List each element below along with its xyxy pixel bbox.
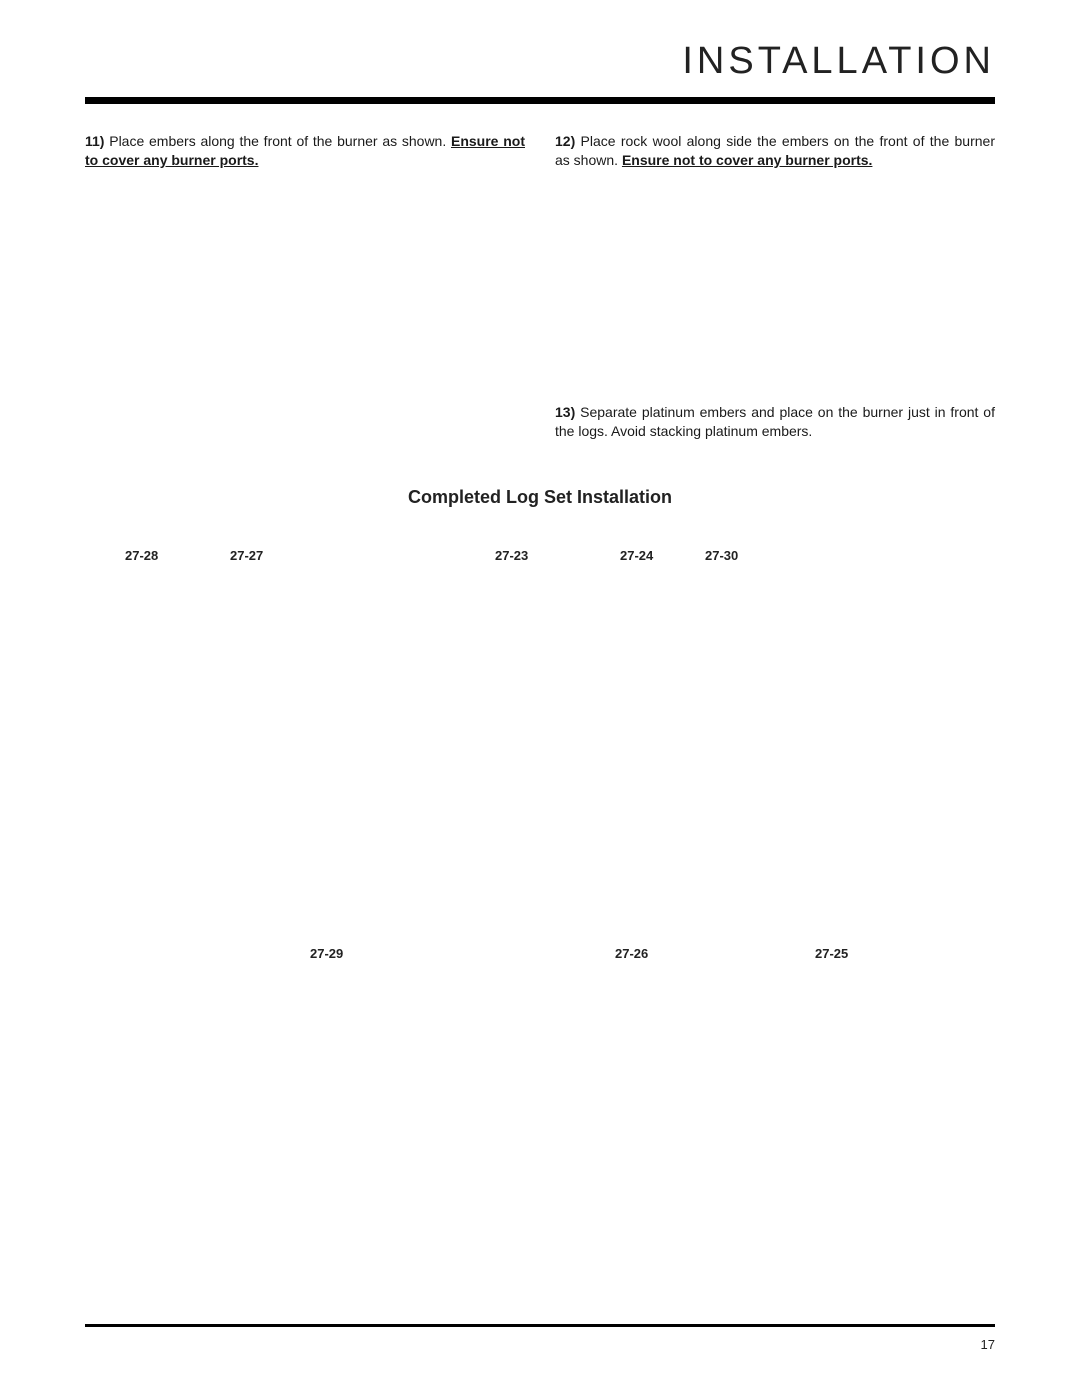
label-27-23: 27-23 xyxy=(495,548,528,563)
label-27-27: 27-27 xyxy=(230,548,263,563)
page-container: INSTALLATION 11) Place embers along the … xyxy=(0,0,1080,1397)
diagram-top-labels: 27-28 27-27 27-23 27-24 27-30 xyxy=(85,548,995,568)
step-12-number: 12) xyxy=(555,133,575,149)
left-column: 11) Place embers along the front of the … xyxy=(85,132,525,459)
label-27-29: 27-29 xyxy=(310,946,343,961)
step-11: 11) Place embers along the front of the … xyxy=(85,132,525,170)
step-13: 13) Separate platinum embers and place o… xyxy=(555,403,995,441)
header-rule xyxy=(85,97,995,104)
label-27-25: 27-25 xyxy=(815,946,848,961)
step-11-number: 11) xyxy=(85,133,104,149)
right-column: 12) Place rock wool along side the ember… xyxy=(555,132,995,459)
step-12-warning: Ensure not to cover any burner ports. xyxy=(622,152,873,168)
label-27-28: 27-28 xyxy=(125,548,158,563)
step-12: 12) Place rock wool along side the ember… xyxy=(555,132,995,170)
footer-rule xyxy=(85,1324,995,1327)
page-number: 17 xyxy=(981,1337,995,1352)
step-11-text: Place embers along the front of the burn… xyxy=(104,133,451,149)
label-27-26: 27-26 xyxy=(615,946,648,961)
step-13-text: Separate platinum embers and place on th… xyxy=(555,404,995,439)
two-column-region: 11) Place embers along the front of the … xyxy=(85,132,995,459)
label-27-24: 27-24 xyxy=(620,548,653,563)
subheading: Completed Log Set Installation xyxy=(85,487,995,508)
label-27-30: 27-30 xyxy=(705,548,738,563)
step-13-number: 13) xyxy=(555,404,575,420)
page-title: INSTALLATION xyxy=(85,40,995,83)
diagram-bottom-labels: 27-29 27-26 27-25 xyxy=(85,946,995,966)
image-placeholder-12 xyxy=(555,188,995,403)
